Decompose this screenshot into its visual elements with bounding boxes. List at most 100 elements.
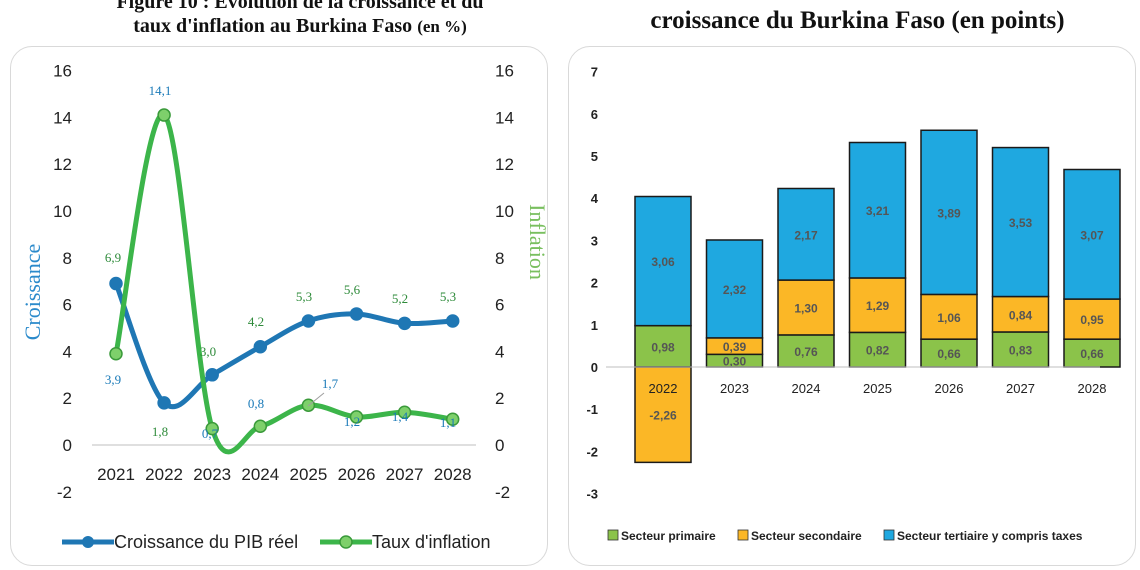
x-tick-label: 2025 <box>289 465 327 484</box>
growth-point <box>253 339 268 354</box>
bar-data-label: 0,39 <box>723 340 747 354</box>
growth-data-label: 1,8 <box>152 424 168 439</box>
x-tick-label: 2024 <box>792 381 821 396</box>
x-tick-label: 2028 <box>1078 381 1107 396</box>
legend-swatch <box>883 529 895 541</box>
bar-data-label: 2,17 <box>794 228 818 242</box>
x-tick-label: 2028 <box>434 465 472 484</box>
right-axis-tick-label: 12 <box>495 155 514 174</box>
x-tick-label: 2022 <box>649 381 678 396</box>
legend-label: Secteur tertiaire y compris taxes <box>897 529 1083 543</box>
bar-data-label: 0,83 <box>1009 343 1033 357</box>
bar-segment <box>777 334 835 368</box>
left-axis-tick-label: -2 <box>57 483 72 502</box>
bar-data-label: 1,29 <box>866 299 890 313</box>
right-axis-tick-label: 2 <box>495 389 504 408</box>
legend-label: Secteur secondaire <box>751 529 862 543</box>
legend-growth-marker <box>82 536 94 548</box>
bar-data-label: 0,30 <box>723 355 747 369</box>
legend-growth-label: Croissance du PIB réel <box>114 532 298 552</box>
y-tick-label: 1 <box>591 318 598 333</box>
growth-data-label: 6,9 <box>105 250 121 265</box>
legend-inflation-label: Taux d'inflation <box>372 532 491 552</box>
bar-segment <box>848 141 907 279</box>
growth-data-label: 3,0 <box>200 344 216 359</box>
x-tick-label: 2027 <box>1006 381 1035 396</box>
inflation-data-label: 1,7 <box>322 376 339 391</box>
growth-data-label: 5,6 <box>344 282 361 297</box>
x-tick-label: 2021 <box>97 465 135 484</box>
legend-swatch <box>607 529 619 541</box>
legend-inflation-marker <box>339 535 353 549</box>
y-tick-label: 4 <box>591 191 599 206</box>
y-tick-label: 3 <box>591 233 598 248</box>
bar-data-label: 0,66 <box>937 347 961 361</box>
bar-data-label: 1,06 <box>937 311 961 325</box>
right-axis-tick-label: 4 <box>495 342 504 361</box>
growth-point <box>301 314 316 328</box>
right-axis-tick-label: 10 <box>495 202 514 221</box>
left-axis-tick-label: 10 <box>53 202 72 221</box>
y-tick-label: -2 <box>586 444 598 459</box>
inflation-data-label: 0,8 <box>248 396 264 411</box>
x-tick-label: 2026 <box>935 381 964 396</box>
growth-point <box>349 307 364 321</box>
right-axis-tick-label: 16 <box>495 62 514 81</box>
growth-data-label: 5,2 <box>392 291 408 306</box>
inflation-point <box>205 421 219 436</box>
right-axis-tick-label: 8 <box>495 249 504 268</box>
y-tick-label: 2 <box>591 276 598 291</box>
bar-data-label: 3,06 <box>651 255 675 269</box>
bar-segment <box>1063 298 1121 340</box>
inflation-line <box>113 112 456 455</box>
y-tick-label: 5 <box>591 149 598 164</box>
bar-segment <box>777 187 835 281</box>
inflation-data-label: 0,7 <box>202 426 219 441</box>
left-axis-tick-label: 2 <box>63 389 72 408</box>
x-tick-label: 2024 <box>241 465 279 484</box>
label-leader-line <box>307 392 325 407</box>
inflation-data-label: 1,2 <box>344 414 360 429</box>
inflation-point <box>349 410 364 424</box>
bar-data-label: 0,82 <box>866 344 890 358</box>
x-tick-label: 2025 <box>863 381 892 396</box>
bar-segment <box>920 293 978 340</box>
inflation-data-label: 1,4 <box>392 409 409 424</box>
inflation-data-label: 1,1 <box>440 415 456 430</box>
growth-data-label: 5,3 <box>296 289 312 304</box>
bar-segment <box>634 195 692 327</box>
bar-segment <box>634 366 692 464</box>
right-axis-tick-label: -2 <box>495 483 510 502</box>
bar-data-label: 0,95 <box>1080 313 1104 327</box>
growth-point <box>205 368 219 382</box>
growth-point <box>397 316 412 331</box>
left-axis-tick-label: 4 <box>63 342 72 361</box>
bar-data-label: 2,32 <box>723 283 747 297</box>
bar-data-label: 3,07 <box>1080 228 1104 242</box>
left-axis-tick-label: 8 <box>63 249 72 268</box>
right-axis-tick-label: 14 <box>495 108 514 127</box>
legend-label: Secteur primaire <box>621 529 716 543</box>
y-axis-title: Croissance <box>20 244 45 341</box>
inflation-data-label: 3,9 <box>105 372 121 387</box>
left-axis-tick-label: 14 <box>53 108 72 127</box>
y-tick-label: -3 <box>586 487 598 502</box>
y-tick-label: 6 <box>591 107 598 122</box>
x-tick-label: 2023 <box>193 465 231 484</box>
growth-point <box>445 314 460 328</box>
x-tick-label: 2026 <box>338 465 376 484</box>
inflation-point <box>157 108 171 122</box>
right-chart-title: croissance du Burkina Faso (en points) <box>650 7 1065 34</box>
inflation-point <box>397 405 412 419</box>
x-tick-label: 2022 <box>145 465 183 484</box>
x-tick-label: 2027 <box>386 465 424 484</box>
left-chart-title-line1: Figure 10 : Evolution de la croissance e… <box>116 0 484 13</box>
right-axis-tick-label: 0 <box>495 436 504 455</box>
growth-point <box>157 396 171 410</box>
bar-segment <box>991 146 1050 298</box>
bar-segment <box>705 239 764 339</box>
left-axis-tick-label: 16 <box>53 62 72 81</box>
inflation-data-label: 14,1 <box>149 83 172 98</box>
